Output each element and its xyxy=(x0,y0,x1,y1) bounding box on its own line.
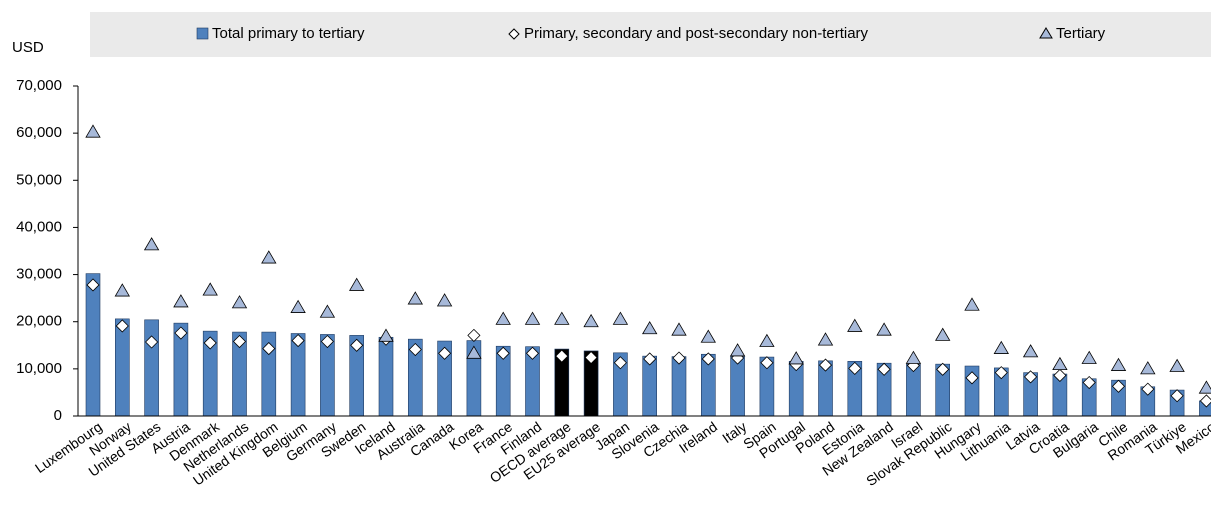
bar xyxy=(671,356,687,417)
triangle-marker xyxy=(847,318,863,332)
triangle-marker xyxy=(905,350,922,364)
triangle-marker xyxy=(788,351,804,365)
diamond-marker xyxy=(1199,394,1211,408)
diamond-marker xyxy=(525,346,540,360)
diamond-marker xyxy=(232,334,247,349)
triangle-marker xyxy=(143,237,160,251)
triangle-marker xyxy=(729,343,746,357)
triangle-marker xyxy=(759,333,775,347)
bar xyxy=(85,273,101,417)
triangle-marker xyxy=(202,282,218,296)
diamond-marker xyxy=(1082,375,1096,390)
triangle-marker xyxy=(290,299,306,313)
y-tick-label: 40,000 xyxy=(16,218,62,235)
diamond-marker xyxy=(1024,370,1038,384)
triangle-marker xyxy=(1110,357,1127,371)
legend-swatch xyxy=(196,27,209,40)
triangle-marker xyxy=(378,328,394,342)
y-axis-label: USD xyxy=(12,39,44,56)
triangle-marker xyxy=(935,327,951,341)
y-tick-label: 20,000 xyxy=(16,313,62,330)
y-tick-label: 30,000 xyxy=(16,266,62,283)
diamond-marker xyxy=(1111,379,1126,393)
diamond-marker xyxy=(818,358,833,372)
diamond-marker xyxy=(438,346,452,360)
bar xyxy=(378,336,394,417)
diamond-marker xyxy=(1170,389,1184,403)
y-tick-label: 70,000 xyxy=(16,77,62,94)
y-tick-label: 50,000 xyxy=(16,171,62,188)
diamond-marker xyxy=(672,351,686,365)
diamond-marker xyxy=(262,342,276,356)
triangle-marker xyxy=(231,295,248,309)
y-tick-label: 10,000 xyxy=(16,360,62,377)
triangle-marker xyxy=(1052,356,1068,371)
diamond-marker xyxy=(86,278,100,292)
diamond-marker xyxy=(965,371,979,385)
triangle-marker xyxy=(554,311,570,325)
diamond-marker xyxy=(467,328,481,342)
triangle-marker xyxy=(1198,380,1211,394)
diamond-marker xyxy=(408,342,422,357)
diamond-marker xyxy=(115,319,129,333)
legend-swatch xyxy=(508,28,520,40)
diamond-marker xyxy=(1141,382,1155,396)
diamond-marker xyxy=(877,362,891,376)
diamond-marker xyxy=(1053,368,1067,383)
triangle-marker xyxy=(173,294,189,308)
triangle-marker xyxy=(495,311,511,325)
diamond-marker xyxy=(936,362,950,376)
triangle-marker xyxy=(319,304,336,318)
triangle-marker xyxy=(436,293,453,307)
triangle-marker xyxy=(1169,358,1185,372)
y-tick-label: 60,000 xyxy=(16,124,62,141)
triangle-marker xyxy=(583,313,599,328)
triangle-marker xyxy=(817,332,834,346)
triangle-marker xyxy=(876,322,892,336)
diamond-marker xyxy=(174,326,188,340)
triangle-marker xyxy=(524,311,541,325)
triangle-marker xyxy=(612,311,629,325)
y-tick-label: 0 xyxy=(54,407,62,424)
triangle-marker xyxy=(1140,361,1156,375)
triangle-marker xyxy=(642,320,658,335)
diamond-marker xyxy=(203,336,217,350)
diamond-marker xyxy=(994,366,1008,380)
triangle-marker xyxy=(114,283,130,297)
bar xyxy=(144,319,159,417)
diamond-marker xyxy=(291,334,305,348)
diamond-marker xyxy=(613,356,627,370)
triangle-marker xyxy=(349,277,365,291)
diamond-marker xyxy=(848,361,862,375)
diamond-marker xyxy=(643,352,657,366)
legend-label: Tertiary xyxy=(1056,25,1106,42)
triangle-marker xyxy=(261,250,277,264)
triangle-marker xyxy=(964,297,980,311)
bar xyxy=(730,356,745,417)
diamond-marker xyxy=(584,350,598,365)
triangle-marker xyxy=(993,340,1009,354)
triangle-marker xyxy=(466,345,482,359)
triangle-marker xyxy=(671,322,687,336)
diamond-marker xyxy=(320,334,334,349)
diamond-marker xyxy=(701,352,715,366)
legend-label: Primary, secondary and post-secondary no… xyxy=(524,25,869,42)
diamond-marker xyxy=(555,349,569,363)
legend-background xyxy=(90,12,1211,57)
legend-swatch xyxy=(1039,27,1053,39)
triangle-marker xyxy=(700,329,716,343)
diamond-marker xyxy=(145,335,159,349)
diamond-marker xyxy=(496,346,510,360)
triangle-marker xyxy=(1022,344,1039,358)
triangle-marker xyxy=(85,124,101,138)
bar xyxy=(115,318,130,417)
triangle-marker xyxy=(1081,350,1097,364)
legend-label: Total primary to tertiary xyxy=(212,25,365,42)
diamond-marker xyxy=(350,338,364,352)
triangle-marker xyxy=(407,291,423,305)
diamond-marker xyxy=(760,356,774,370)
